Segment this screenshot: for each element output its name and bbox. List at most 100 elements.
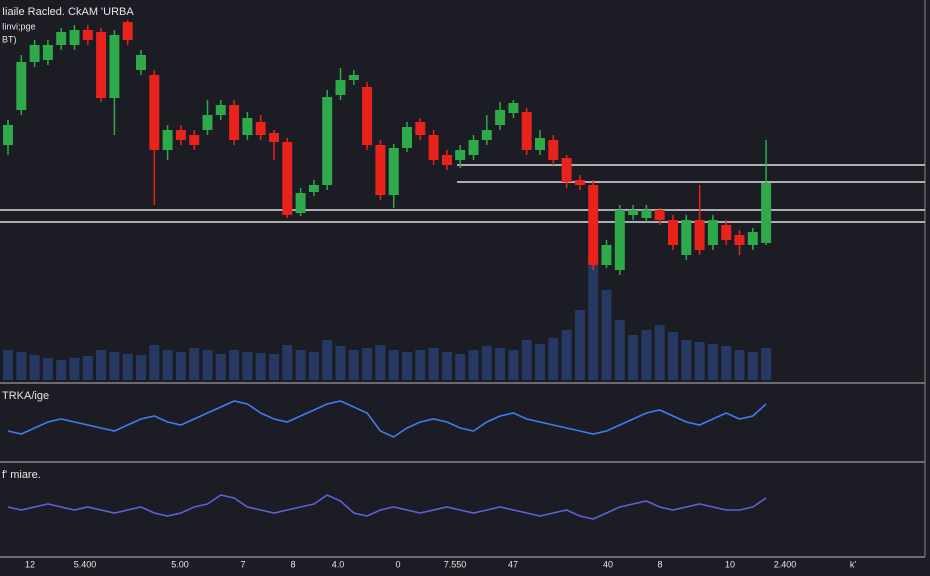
- volume-bar: [601, 290, 612, 380]
- volume-bar: [574, 310, 585, 380]
- candle-body: [282, 142, 293, 215]
- candle-body: [495, 110, 506, 125]
- candle-body: [42, 45, 53, 60]
- candle-body: [747, 232, 758, 245]
- indicator-line: [7, 494, 767, 520]
- chart-note: BT): [2, 34, 17, 44]
- candle-body: [242, 118, 253, 135]
- volume-bar: [734, 350, 745, 380]
- volume-bar: [375, 345, 386, 380]
- candle-body: [175, 130, 186, 140]
- volume-bar: [175, 352, 186, 380]
- volume-bar: [362, 348, 373, 380]
- volume-bar: [202, 350, 213, 380]
- candle-body: [428, 135, 439, 160]
- candle-body: [322, 97, 333, 185]
- candle-body: [82, 30, 93, 40]
- x-tick-label: 4.0: [332, 559, 345, 569]
- volume-bar: [694, 342, 705, 380]
- volume-bar: [282, 345, 293, 380]
- volume-bar: [548, 338, 559, 380]
- chart-subtitle: Iinvi;pge: [2, 21, 36, 31]
- x-tick-label: k': [850, 559, 857, 569]
- candle-body: [202, 115, 213, 130]
- candle-body: [402, 127, 412, 148]
- volume-bar: [122, 354, 133, 380]
- volume-bar: [455, 354, 466, 380]
- candle-body: [761, 183, 772, 243]
- volume-bar: [96, 350, 107, 380]
- candle-body: [229, 105, 240, 140]
- candle-body: [481, 130, 492, 140]
- x-tick-label: 0: [395, 559, 400, 569]
- volume-bar: [481, 346, 492, 380]
- volume-bar: [668, 332, 678, 380]
- candle-body: [269, 133, 279, 142]
- volume-bar: [654, 325, 665, 380]
- candle-body: [628, 210, 639, 215]
- volume-bar: [3, 350, 13, 380]
- volume-bar: [255, 353, 266, 380]
- volume-bar: [136, 355, 146, 380]
- volume-bar: [468, 350, 479, 380]
- x-tick-label: 40: [603, 559, 613, 569]
- volume-bar: [521, 340, 532, 380]
- x-tick-label: 5.400: [74, 559, 97, 569]
- candle-body: [29, 45, 40, 62]
- volume-bar: [42, 358, 53, 380]
- volume-bar: [149, 345, 160, 380]
- candle-body: [122, 22, 133, 40]
- candle-body: [455, 150, 466, 160]
- volume-bar: [16, 352, 27, 380]
- candle-body: [641, 210, 652, 218]
- volume-bar: [707, 344, 718, 380]
- candle-body: [441, 155, 452, 165]
- volume-bar: [242, 352, 253, 380]
- candle-body: [468, 140, 479, 155]
- volume-bar: [508, 350, 519, 380]
- candle-body: [707, 220, 718, 245]
- volume-bar: [761, 348, 772, 380]
- candle-body: [96, 32, 107, 98]
- volume-bar: [628, 335, 639, 380]
- x-tick-label: 5.00: [171, 559, 189, 569]
- volume-bar: [189, 348, 200, 380]
- x-tick-label: 7.550: [444, 559, 467, 569]
- volume-bar: [162, 350, 173, 380]
- candle-body: [601, 245, 612, 265]
- candle-body: [548, 140, 559, 160]
- volume-bar: [215, 354, 226, 380]
- volume-bar: [721, 346, 732, 380]
- candle-body: [3, 125, 13, 145]
- volume-bar: [56, 360, 67, 380]
- volume-bar: [415, 350, 426, 380]
- volume-bar: [535, 344, 545, 380]
- candle-body: [295, 193, 306, 213]
- volume-bar: [747, 352, 758, 380]
- candle-body: [162, 130, 173, 150]
- candle-body: [136, 55, 146, 70]
- candle-body: [149, 75, 160, 150]
- candle-body: [734, 235, 745, 245]
- volume-bar: [29, 355, 40, 380]
- candle-body: [189, 135, 200, 145]
- volume-bar: [295, 350, 306, 380]
- chart-title: Iiaile Racled. CkAM 'URBA: [2, 6, 134, 18]
- volume-bar: [441, 352, 452, 380]
- candle-body: [215, 105, 226, 115]
- candle-body: [721, 225, 732, 240]
- candle-body: [388, 148, 399, 195]
- candle-body: [255, 122, 266, 135]
- candle-body: [614, 210, 625, 270]
- candle-body: [588, 185, 599, 265]
- volume-bar: [402, 352, 412, 380]
- volume-bar: [269, 354, 279, 380]
- volume-bar: [335, 346, 346, 380]
- candle-body: [109, 35, 120, 98]
- indicator-label: f' miare.: [2, 469, 41, 481]
- volume-bar: [69, 358, 80, 380]
- candle-body: [415, 122, 426, 135]
- candle-body: [69, 30, 80, 45]
